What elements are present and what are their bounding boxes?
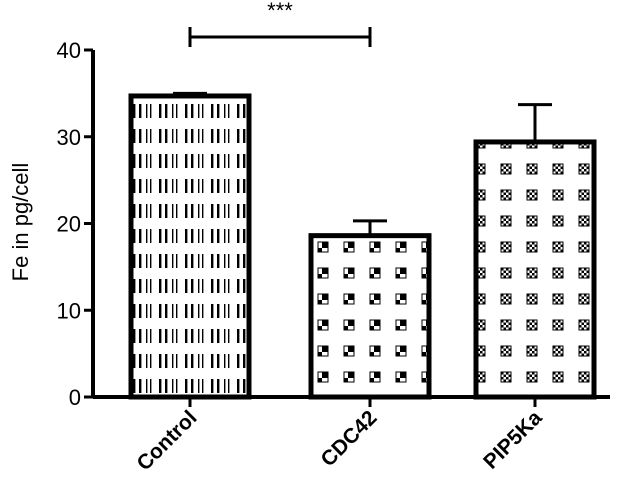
x-tick-label: CDC42 (317, 406, 382, 471)
error-bars-group (173, 91, 552, 236)
y-axis: 0 10 20 30 40 (57, 38, 95, 410)
y-axis-title: Fe in pg/cell (8, 163, 33, 282)
bars-group (128, 93, 597, 400)
bar-cdc42 (308, 233, 432, 400)
y-tick-label: 40 (57, 38, 81, 63)
y-tick-label: 30 (57, 125, 81, 150)
x-tick-label: Control (132, 406, 201, 475)
y-tick-label: 20 (57, 212, 81, 237)
bar-control (128, 93, 252, 400)
x-tick-label: PIP5Ka (479, 406, 547, 474)
y-tick-label: 10 (57, 298, 81, 323)
significance-label: *** (267, 0, 293, 23)
bar-pip5ka (473, 139, 597, 400)
x-axis: Control CDC42 PIP5Ka (93, 395, 610, 475)
y-tick-label: 0 (69, 385, 81, 410)
significance-group: *** (188, 0, 372, 47)
